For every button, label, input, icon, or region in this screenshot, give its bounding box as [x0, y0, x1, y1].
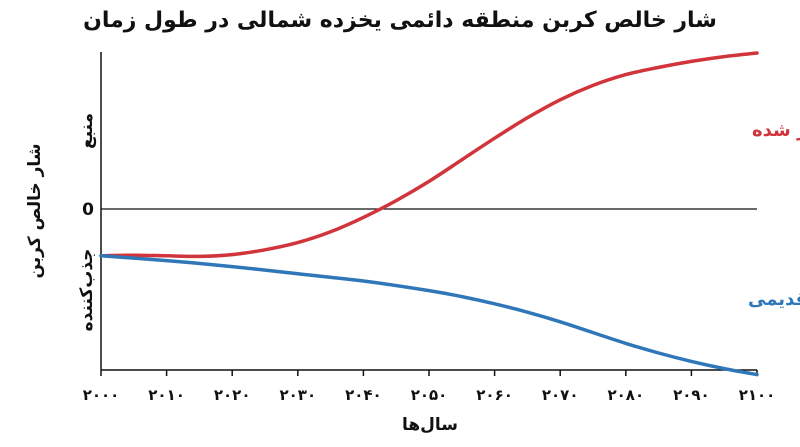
series-label-updated: مدل به‌روز شده	[752, 120, 800, 141]
y-sink-label: جذب‌کننده	[77, 249, 97, 332]
y-zero-label: 0	[82, 200, 94, 220]
series-line-updated	[99, 51, 759, 259]
x-tick-label: ۲۰۰۰	[83, 386, 120, 404]
x-tick-label: ۲۰۶۰	[476, 386, 513, 404]
x-tick-label: ۲۰۳۰	[279, 386, 316, 404]
series-group	[99, 51, 759, 377]
series-line-old	[99, 254, 759, 377]
axes-group	[100, 52, 757, 371]
y-axis-title: شار خالص کربن	[25, 143, 45, 278]
y-source-label: منبع	[77, 113, 97, 149]
x-tick-label: ۲۰۸۰	[607, 386, 644, 404]
x-tick-label: ۲۰۲۰	[214, 386, 251, 404]
x-tick-label: ۲۰۹۰	[673, 386, 710, 404]
series-label-old: مدل قدیمی	[748, 289, 800, 310]
x-axis-title: سال‌ها	[402, 415, 458, 435]
x-ticks-group: ۲۰۰۰ ۲۰۱۰ ۲۰۲۰ ۲۰۳۰ ۲۰۴۰ ۲۰۵۰ ۲۰۶۰ ۲۰۷۰ ۲۰۸۰ ۲۰۹۰…	[83, 370, 776, 404]
x-tick-label: ۲۰۴۰	[345, 386, 382, 404]
x-tick-label: ۲۱۰۰	[739, 386, 776, 404]
chart-title: شار خالص کربن منطقه دائمی یخزده شمالی در…	[83, 8, 717, 33]
x-tick-label: ۲۰۵۰	[411, 386, 448, 404]
x-tick-label: ۲۰۷۰	[542, 386, 579, 404]
x-tick-label: ۲۰۱۰	[148, 386, 185, 404]
